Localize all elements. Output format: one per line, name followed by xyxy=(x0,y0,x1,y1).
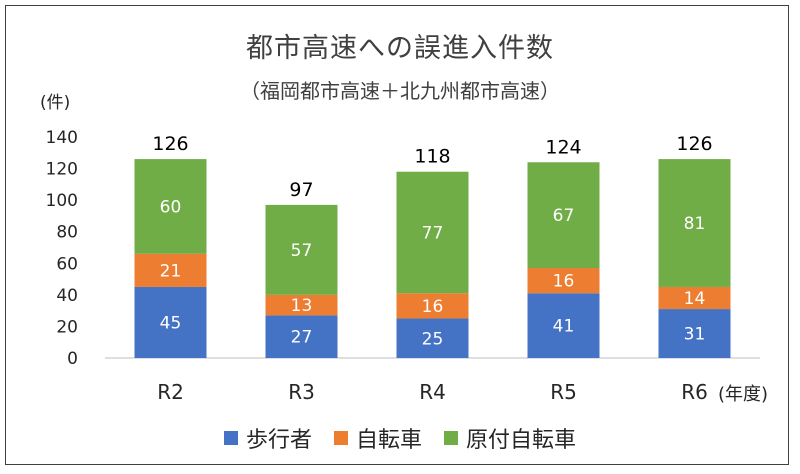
legend-label-pedestrian: 歩行者 xyxy=(245,428,312,453)
chart-subtitle: （福岡都市高速＋北九州都市高速） xyxy=(240,79,560,103)
total-label: 126 xyxy=(152,133,188,155)
data-label: 81 xyxy=(684,214,706,234)
x-tick-label: R6 xyxy=(681,380,708,404)
y-tick-label: 140 xyxy=(46,128,78,148)
data-label: 77 xyxy=(422,224,444,244)
y-tick-label: 100 xyxy=(46,191,78,211)
bar-segment-R2-1 xyxy=(134,253,207,287)
legend: 歩行者 自転車 原付自転車 xyxy=(0,422,800,454)
bar-segment-R2-2 xyxy=(134,159,207,254)
total-label: 126 xyxy=(676,133,712,155)
legend-swatch-moped xyxy=(444,431,458,445)
data-label: 14 xyxy=(684,289,706,309)
x-tick-label: R5 xyxy=(550,380,577,404)
y-tick-label: 0 xyxy=(67,349,78,369)
data-label: 13 xyxy=(291,296,313,316)
bar-segment-R5-1 xyxy=(527,268,600,294)
data-label: 27 xyxy=(291,328,313,348)
data-label: 67 xyxy=(553,206,575,226)
y-tick-label: 60 xyxy=(56,254,78,274)
legend-item-pedestrian: 歩行者 xyxy=(223,422,312,454)
y-tick-label: 80 xyxy=(56,223,78,243)
bar-segment-R2-0 xyxy=(134,286,207,358)
y-tick-label: 120 xyxy=(46,160,78,180)
data-label: 45 xyxy=(160,313,182,333)
bar-segment-R3-1 xyxy=(265,294,338,316)
bar-segment-R4-0 xyxy=(396,318,469,358)
data-label: 57 xyxy=(291,241,313,261)
bar-segment-R3-2 xyxy=(265,204,338,295)
legend-swatch-bicycle xyxy=(333,431,348,445)
y-tick-label: 40 xyxy=(56,286,78,306)
data-label: 41 xyxy=(553,317,575,337)
total-label: 118 xyxy=(414,146,450,168)
data-label: 25 xyxy=(422,329,444,349)
data-label: 31 xyxy=(684,325,706,345)
chart-title: 都市高速への誤進入件数 xyxy=(246,33,554,64)
bar-segment-R6-0 xyxy=(658,309,731,358)
bar-segment-R4-1 xyxy=(396,293,469,319)
bar-segment-R6-1 xyxy=(658,286,731,310)
y-axis-unit: (件) xyxy=(40,93,71,113)
x-axis-unit: (年度) xyxy=(718,384,769,405)
data-label: 21 xyxy=(160,261,182,281)
x-tick-label: R4 xyxy=(419,380,446,404)
data-label: 16 xyxy=(422,297,444,317)
total-label: 97 xyxy=(289,179,313,201)
bar-segment-R5-0 xyxy=(527,293,600,358)
legend-label-moped: 原付自転車 xyxy=(466,428,577,453)
legend-item-moped: 原付自転車 xyxy=(444,422,576,454)
legend-label-bicycle: 自転車 xyxy=(355,428,422,453)
data-label: 60 xyxy=(160,197,182,217)
x-tick-label: R3 xyxy=(288,380,315,404)
x-tick-label: R2 xyxy=(157,380,184,404)
data-label: 16 xyxy=(553,272,575,292)
legend-item-bicycle: 自転車 xyxy=(333,422,422,454)
total-label: 124 xyxy=(545,136,581,158)
bar-segment-R3-0 xyxy=(265,315,338,358)
y-tick-label: 20 xyxy=(56,317,78,337)
bar-segment-R5-2 xyxy=(527,162,600,269)
legend-swatch-pedestrian xyxy=(223,431,238,445)
bar-segment-R6-2 xyxy=(658,159,731,287)
bar-segment-R4-2 xyxy=(396,171,469,294)
